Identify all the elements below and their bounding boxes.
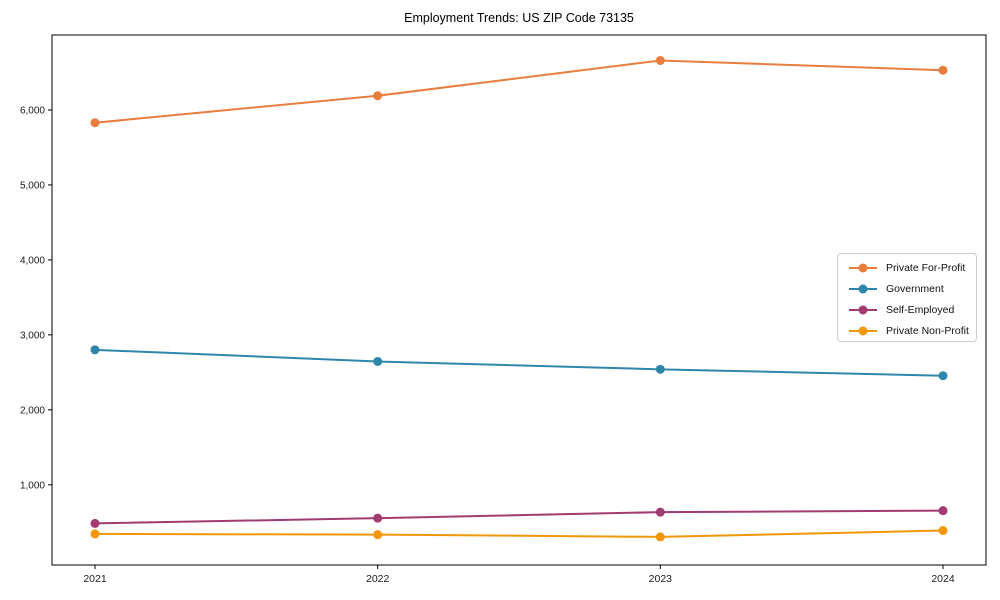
y-tick-label: 4,000 (20, 255, 45, 266)
data-point-private-for-profit (938, 65, 948, 75)
x-tick-label: 2024 (931, 573, 955, 585)
legend-label: Government (886, 282, 944, 295)
legend-item-self-employed: Self-Employed (848, 299, 976, 320)
legend-marker-icon (849, 284, 877, 293)
data-point-self-employed (655, 507, 665, 517)
y-tick-label: 6,000 (20, 105, 45, 116)
data-point-self-employed (373, 513, 383, 523)
legend-label: Self-Employed (886, 303, 955, 316)
legend-label: Private Non-Profit (886, 324, 969, 337)
data-point-private-for-profit (90, 118, 100, 128)
data-point-private-non-profit (655, 532, 665, 542)
data-point-private-non-profit (373, 530, 383, 540)
y-tick-label: 3,000 (20, 330, 45, 341)
legend-item-government: Government (848, 278, 976, 299)
x-tick-label: 2022 (366, 573, 390, 585)
data-point-government (373, 356, 383, 366)
y-tick-label: 1,000 (20, 480, 45, 491)
data-point-government (90, 345, 100, 355)
legend: Private For-Profit Government Self-Employe… (837, 253, 977, 342)
legend-label: Private For-Profit (886, 261, 966, 274)
legend-item-private-for-profit: Private For-Profit (848, 257, 976, 278)
y-tick-label: 5,000 (20, 180, 45, 191)
series-line-private-non-profit (94, 529, 944, 538)
data-point-government (655, 364, 665, 374)
data-point-private-for-profit (373, 91, 383, 101)
x-tick-label: 2021 (83, 573, 107, 585)
legend-marker-icon (849, 326, 877, 335)
x-tick-label: 2023 (649, 573, 673, 585)
series-line-self-employed (94, 509, 944, 525)
series-line-private-for-profit (94, 59, 944, 124)
legend-marker-icon (849, 263, 877, 272)
data-point-self-employed (938, 506, 948, 516)
plot-border (51, 34, 987, 566)
data-point-private-for-profit (655, 55, 665, 65)
legend-marker-icon (849, 305, 877, 314)
legend-item-private-non-profit: Private Non-Profit (848, 320, 976, 341)
chart-title: Employment Trends: US ZIP Code 73135 (404, 11, 634, 25)
data-point-private-non-profit (938, 526, 948, 536)
series-line-government (94, 348, 944, 377)
data-point-government (938, 371, 948, 381)
data-point-private-non-profit (90, 529, 100, 539)
data-point-self-employed (90, 518, 100, 528)
y-tick-label: 2,000 (20, 405, 45, 416)
